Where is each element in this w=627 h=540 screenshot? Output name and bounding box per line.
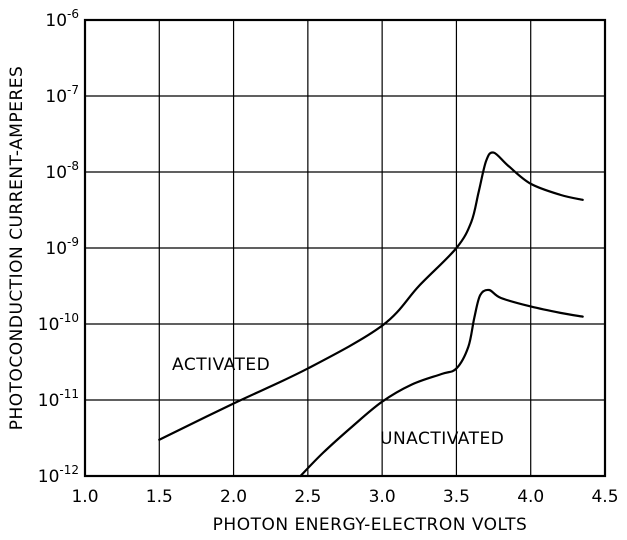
series-lines bbox=[158, 151, 584, 478]
y-tick-label: 10-6 bbox=[45, 7, 79, 31]
x-tick-label: 3.5 bbox=[443, 487, 470, 507]
grid-lines bbox=[85, 20, 605, 476]
x-tick-label: 2.5 bbox=[294, 487, 321, 507]
x-tick-label: 1.0 bbox=[71, 487, 98, 507]
x-tick-label: 4.5 bbox=[591, 487, 618, 507]
y-tick-label: 10-10 bbox=[38, 311, 79, 335]
y-tick-label: 10-9 bbox=[45, 235, 79, 259]
series-label-unactivated: UNACTIVATED bbox=[380, 429, 504, 449]
y-tick-label: 10-12 bbox=[38, 463, 79, 487]
x-tick-labels: 1.0 1.5 2.0 2.5 3.0 3.5 4.0 4.5 bbox=[71, 487, 618, 507]
y-tick-label: 10-7 bbox=[45, 83, 79, 107]
x-tick-label: 4.0 bbox=[517, 487, 544, 507]
plot-frame bbox=[83, 18, 607, 478]
x-tick-label: 2.0 bbox=[220, 487, 247, 507]
y-axis-title: PHOTOCONDUCTION CURRENT-AMPERES bbox=[7, 66, 27, 431]
x-tick-label: 3.0 bbox=[369, 487, 396, 507]
series-label-activated: ACTIVATED bbox=[172, 355, 270, 375]
y-tick-labels: 10-12 10-11 10-10 10-9 10-8 10-7 10-6 bbox=[38, 7, 79, 487]
series-line-unactivated bbox=[299, 288, 584, 478]
series-line-activated bbox=[158, 151, 584, 441]
y-tick-label: 10-8 bbox=[45, 159, 79, 183]
y-tick-label: 10-11 bbox=[38, 387, 79, 411]
x-axis-title: PHOTON ENERGY-ELECTRON VOLTS bbox=[213, 515, 528, 535]
x-tick-label: 1.5 bbox=[146, 487, 173, 507]
